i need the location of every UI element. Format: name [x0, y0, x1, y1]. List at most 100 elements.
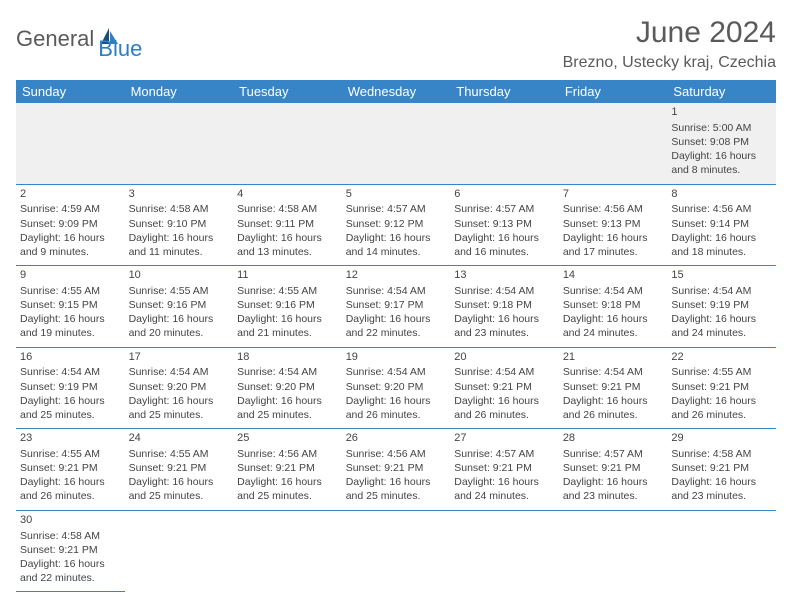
daylight-text: Daylight: 16 hours and 21 minutes.	[237, 312, 338, 340]
day-cell: 28Sunrise: 4:57 AMSunset: 9:21 PMDayligh…	[559, 429, 668, 511]
sunrise-text: Sunrise: 4:57 AM	[454, 202, 555, 216]
calendar-table: Sunday Monday Tuesday Wednesday Thursday…	[16, 80, 776, 592]
sunset-text: Sunset: 9:20 PM	[346, 380, 447, 394]
day-number: 30	[20, 513, 121, 528]
day-number: 14	[563, 268, 664, 283]
day-cell	[125, 510, 234, 592]
sunrise-text: Sunrise: 4:56 AM	[671, 202, 772, 216]
title-block: June 2024 Brezno, Ustecky kraj, Czechia	[563, 16, 776, 72]
day-cell: 20Sunrise: 4:54 AMSunset: 9:21 PMDayligh…	[450, 347, 559, 429]
day-number: 20	[454, 350, 555, 365]
day-number: 11	[237, 268, 338, 283]
day-header: Tuesday	[233, 80, 342, 103]
calendar-body: 1Sunrise: 5:00 AMSunset: 9:08 PMDaylight…	[16, 103, 776, 592]
brand-name-1: General	[16, 26, 94, 52]
sunrise-text: Sunrise: 4:56 AM	[237, 447, 338, 461]
sunrise-text: Sunrise: 4:54 AM	[20, 365, 121, 379]
day-cell: 30Sunrise: 4:58 AMSunset: 9:21 PMDayligh…	[16, 510, 125, 592]
day-cell: 16Sunrise: 4:54 AMSunset: 9:19 PMDayligh…	[16, 347, 125, 429]
day-cell	[233, 510, 342, 592]
daylight-text: Daylight: 16 hours and 24 minutes.	[563, 312, 664, 340]
daylight-text: Daylight: 16 hours and 25 minutes.	[237, 475, 338, 503]
day-header: Sunday	[16, 80, 125, 103]
day-number: 19	[346, 350, 447, 365]
daylight-text: Daylight: 16 hours and 26 minutes.	[346, 394, 447, 422]
sunset-text: Sunset: 9:21 PM	[671, 461, 772, 475]
day-cell: 27Sunrise: 4:57 AMSunset: 9:21 PMDayligh…	[450, 429, 559, 511]
day-cell: 21Sunrise: 4:54 AMSunset: 9:21 PMDayligh…	[559, 347, 668, 429]
week-row: 16Sunrise: 4:54 AMSunset: 9:19 PMDayligh…	[16, 347, 776, 429]
day-cell: 6Sunrise: 4:57 AMSunset: 9:13 PMDaylight…	[450, 184, 559, 266]
daylight-text: Daylight: 16 hours and 11 minutes.	[129, 231, 230, 259]
daylight-text: Daylight: 16 hours and 24 minutes.	[671, 312, 772, 340]
day-cell: 11Sunrise: 4:55 AMSunset: 9:16 PMDayligh…	[233, 266, 342, 348]
day-number: 8	[671, 187, 772, 202]
day-number: 12	[346, 268, 447, 283]
sunrise-text: Sunrise: 4:54 AM	[346, 284, 447, 298]
sunset-text: Sunset: 9:12 PM	[346, 217, 447, 231]
week-row: 30Sunrise: 4:58 AMSunset: 9:21 PMDayligh…	[16, 510, 776, 592]
day-number: 18	[237, 350, 338, 365]
day-number: 9	[20, 268, 121, 283]
day-cell	[233, 103, 342, 184]
sunset-text: Sunset: 9:19 PM	[20, 380, 121, 394]
day-number: 28	[563, 431, 664, 446]
brand-name-2: Blue	[98, 36, 142, 62]
sunrise-text: Sunrise: 4:54 AM	[129, 365, 230, 379]
daylight-text: Daylight: 16 hours and 23 minutes.	[671, 475, 772, 503]
sunrise-text: Sunrise: 4:54 AM	[346, 365, 447, 379]
brand-logo: General Blue	[16, 16, 142, 62]
sunrise-text: Sunrise: 4:55 AM	[237, 284, 338, 298]
sunset-text: Sunset: 9:13 PM	[454, 217, 555, 231]
daylight-text: Daylight: 16 hours and 14 minutes.	[346, 231, 447, 259]
sunrise-text: Sunrise: 5:00 AM	[671, 121, 772, 135]
day-cell: 18Sunrise: 4:54 AMSunset: 9:20 PMDayligh…	[233, 347, 342, 429]
week-row: 1Sunrise: 5:00 AMSunset: 9:08 PMDaylight…	[16, 103, 776, 184]
week-row: 9Sunrise: 4:55 AMSunset: 9:15 PMDaylight…	[16, 266, 776, 348]
sunset-text: Sunset: 9:09 PM	[20, 217, 121, 231]
sunrise-text: Sunrise: 4:54 AM	[671, 284, 772, 298]
day-cell: 7Sunrise: 4:56 AMSunset: 9:13 PMDaylight…	[559, 184, 668, 266]
day-header-row: Sunday Monday Tuesday Wednesday Thursday…	[16, 80, 776, 103]
day-number: 13	[454, 268, 555, 283]
sunrise-text: Sunrise: 4:56 AM	[563, 202, 664, 216]
sunset-text: Sunset: 9:21 PM	[20, 543, 121, 557]
daylight-text: Daylight: 16 hours and 25 minutes.	[129, 394, 230, 422]
day-cell: 29Sunrise: 4:58 AMSunset: 9:21 PMDayligh…	[667, 429, 776, 511]
day-cell	[559, 510, 668, 592]
sunset-text: Sunset: 9:13 PM	[563, 217, 664, 231]
day-cell	[450, 510, 559, 592]
sunset-text: Sunset: 9:21 PM	[237, 461, 338, 475]
daylight-text: Daylight: 16 hours and 26 minutes.	[563, 394, 664, 422]
day-cell	[342, 510, 451, 592]
day-number: 27	[454, 431, 555, 446]
day-header: Monday	[125, 80, 234, 103]
day-number: 23	[20, 431, 121, 446]
sunrise-text: Sunrise: 4:54 AM	[237, 365, 338, 379]
day-cell	[16, 103, 125, 184]
week-row: 23Sunrise: 4:55 AMSunset: 9:21 PMDayligh…	[16, 429, 776, 511]
week-row: 2Sunrise: 4:59 AMSunset: 9:09 PM Daylight…	[16, 184, 776, 266]
sunrise-text: Sunrise: 4:54 AM	[454, 365, 555, 379]
daylight-text: Daylight: 16 hours and 22 minutes.	[346, 312, 447, 340]
sunset-text: Sunset: 9:21 PM	[129, 461, 230, 475]
day-header: Thursday	[450, 80, 559, 103]
day-cell: 12Sunrise: 4:54 AMSunset: 9:17 PMDayligh…	[342, 266, 451, 348]
daylight-text: Daylight: 16 hours and 18 minutes.	[671, 231, 772, 259]
location-text: Brezno, Ustecky kraj, Czechia	[563, 54, 776, 72]
sunrise-text: Sunrise: 4:59 AM	[20, 202, 121, 216]
day-number: 21	[563, 350, 664, 365]
sunrise-text: Sunrise: 4:55 AM	[671, 365, 772, 379]
day-cell: 13Sunrise: 4:54 AMSunset: 9:18 PMDayligh…	[450, 266, 559, 348]
daylight-text: Daylight: 16 hours and 25 minutes.	[346, 475, 447, 503]
day-cell: 4Sunrise: 4:58 AMSunset: 9:11 PMDaylight…	[233, 184, 342, 266]
day-cell: 10Sunrise: 4:55 AMSunset: 9:16 PMDayligh…	[125, 266, 234, 348]
day-cell: 1Sunrise: 5:00 AMSunset: 9:08 PMDaylight…	[667, 103, 776, 184]
day-number: 5	[346, 187, 447, 202]
day-number: 16	[20, 350, 121, 365]
daylight-text: Daylight: 16 hours and 23 minutes.	[454, 312, 555, 340]
day-number: 7	[563, 187, 664, 202]
day-number: 2	[20, 187, 121, 202]
header: General Blue June 2024 Brezno, Ustecky k…	[16, 16, 776, 72]
day-header: Saturday	[667, 80, 776, 103]
